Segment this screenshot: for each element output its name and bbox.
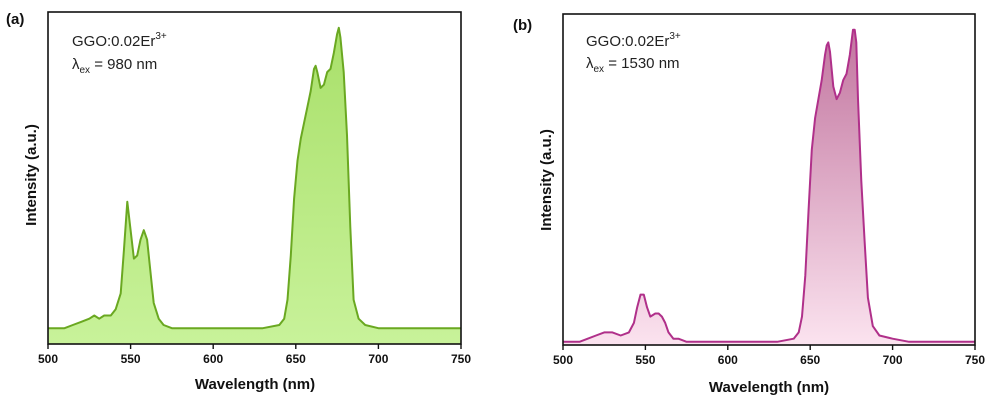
panel-b-x-tick-label: 700	[883, 353, 903, 367]
panel-a-ylabel: Intensity (a.u.)	[23, 124, 40, 226]
panel-a-frame	[47, 11, 462, 345]
panel-a-compound-sup: 3+	[155, 31, 167, 42]
panel-b-lambda: λ	[586, 55, 594, 72]
panel-b-label: (b)	[513, 17, 532, 34]
panel-a-x-tick-label: 750	[451, 352, 471, 366]
panel-b: (b) Intensity (a.u.) Wavelength (nm) 500…	[513, 13, 985, 396]
panel-a-x-tick-label: 550	[121, 352, 141, 366]
panel-b-compound-text: GGO:0.02Er	[586, 33, 669, 50]
panel-b-series-0-area	[563, 29, 975, 346]
panel-b-x-tick-label: 650	[800, 353, 820, 367]
panel-a-plot	[48, 26, 461, 345]
panel-b-series-0-line	[563, 28, 975, 343]
panel-a-label: (a)	[6, 11, 24, 28]
panel-a-series-0-area	[48, 27, 461, 345]
panel-a-compound-text: GGO:0.02Er	[72, 33, 155, 50]
panel-a-x-tick-label: 700	[368, 352, 388, 366]
panel-a-excitation: λex = 980 nm	[72, 56, 157, 76]
panel-a-xlabel: Wavelength (nm)	[195, 376, 315, 393]
panel-a-x-tick-label: 650	[286, 352, 306, 366]
panel-a-x-ticks: 500 550 600 650 700 750	[38, 344, 471, 366]
panel-a-x-tick-label: 500	[38, 352, 58, 366]
panel-b-ylabel: Intensity (a.u.)	[538, 129, 555, 231]
panel-a-series-0-line	[48, 26, 461, 330]
panel-b-x-tick-label: 550	[635, 353, 655, 367]
panel-b-xlabel: Wavelength (nm)	[709, 379, 829, 396]
panel-b-lambda-sub: ex	[594, 64, 605, 75]
panel-a-compound: GGO:0.02Er3+	[72, 31, 167, 50]
panel-b-plot	[563, 28, 975, 346]
panel-a: (a) Intensity (a.u.) Wavelength (nm) 500…	[6, 11, 471, 393]
panel-a-lambda: λ	[72, 56, 80, 73]
panel-b-x-tick-label: 750	[965, 353, 985, 367]
panel-b-frame	[562, 13, 976, 346]
panel-b-compound-sup: 3+	[669, 31, 681, 42]
panel-a-x-tick-label: 600	[203, 352, 223, 366]
panel-b-excitation-value: = 1530 nm	[604, 55, 679, 72]
panel-b-x-ticks: 500 550 600 650 700 750	[553, 345, 985, 367]
panel-b-compound: GGO:0.02Er3+	[586, 31, 681, 50]
panel-b-excitation: λex = 1530 nm	[586, 55, 680, 75]
panel-a-lambda-sub: ex	[80, 65, 91, 76]
panel-a-excitation-value: = 980 nm	[90, 56, 157, 73]
panel-b-x-tick-label: 600	[718, 353, 738, 367]
panel-b-x-tick-label: 500	[553, 353, 573, 367]
